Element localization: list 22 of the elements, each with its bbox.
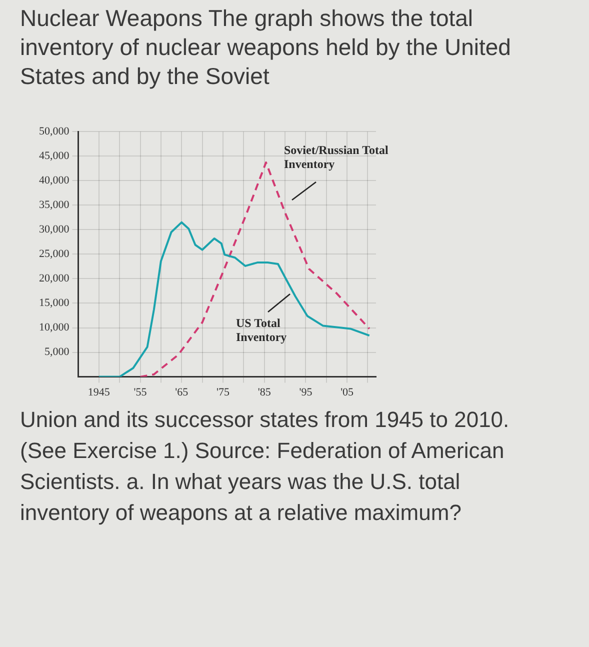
y-tick-label: 35,000 <box>39 199 70 212</box>
x-tick-label: '05 <box>340 386 354 398</box>
annotation: Soviet/Russian Total Inventory <box>284 143 390 171</box>
y-tick-label: 25,000 <box>39 248 70 260</box>
x-tick-label: '55 <box>134 386 148 398</box>
y-tick-label: 50,000 <box>39 125 70 138</box>
chart-title: Nuclear Weapons The graph shows the total inventory of nuclear weapons held by the United States and by the Soviet <box>20 4 512 91</box>
x-tick-label: '75 <box>216 386 230 398</box>
x-tick-label: 1945 <box>88 386 110 398</box>
y-tick-label: 10,000 <box>39 322 70 334</box>
x-tick-label: '85 <box>258 386 272 398</box>
y-tick-label: 45,000 <box>39 150 70 162</box>
y-tick-label: 15,000 <box>39 297 70 310</box>
y-tick-label: 40,000 <box>39 174 70 187</box>
line-series <box>139 161 370 377</box>
y-tick-label: 5,000 <box>44 346 70 358</box>
x-tick-label: '65 <box>175 386 189 398</box>
text: Union and its successor states from 1945 to 2010. (See Exercise 1.) Source: Federation of American Scientists. a. In what years was the U.S. total inventory of weapons at a relative maximum? <box>20 406 510 527</box>
x-tick-label: '95 <box>299 386 313 398</box>
y-tick-label: 20,000 <box>39 272 70 285</box>
y-tick-label: 30,000 <box>39 224 70 236</box>
annotation: US Total Inventory <box>236 316 288 344</box>
